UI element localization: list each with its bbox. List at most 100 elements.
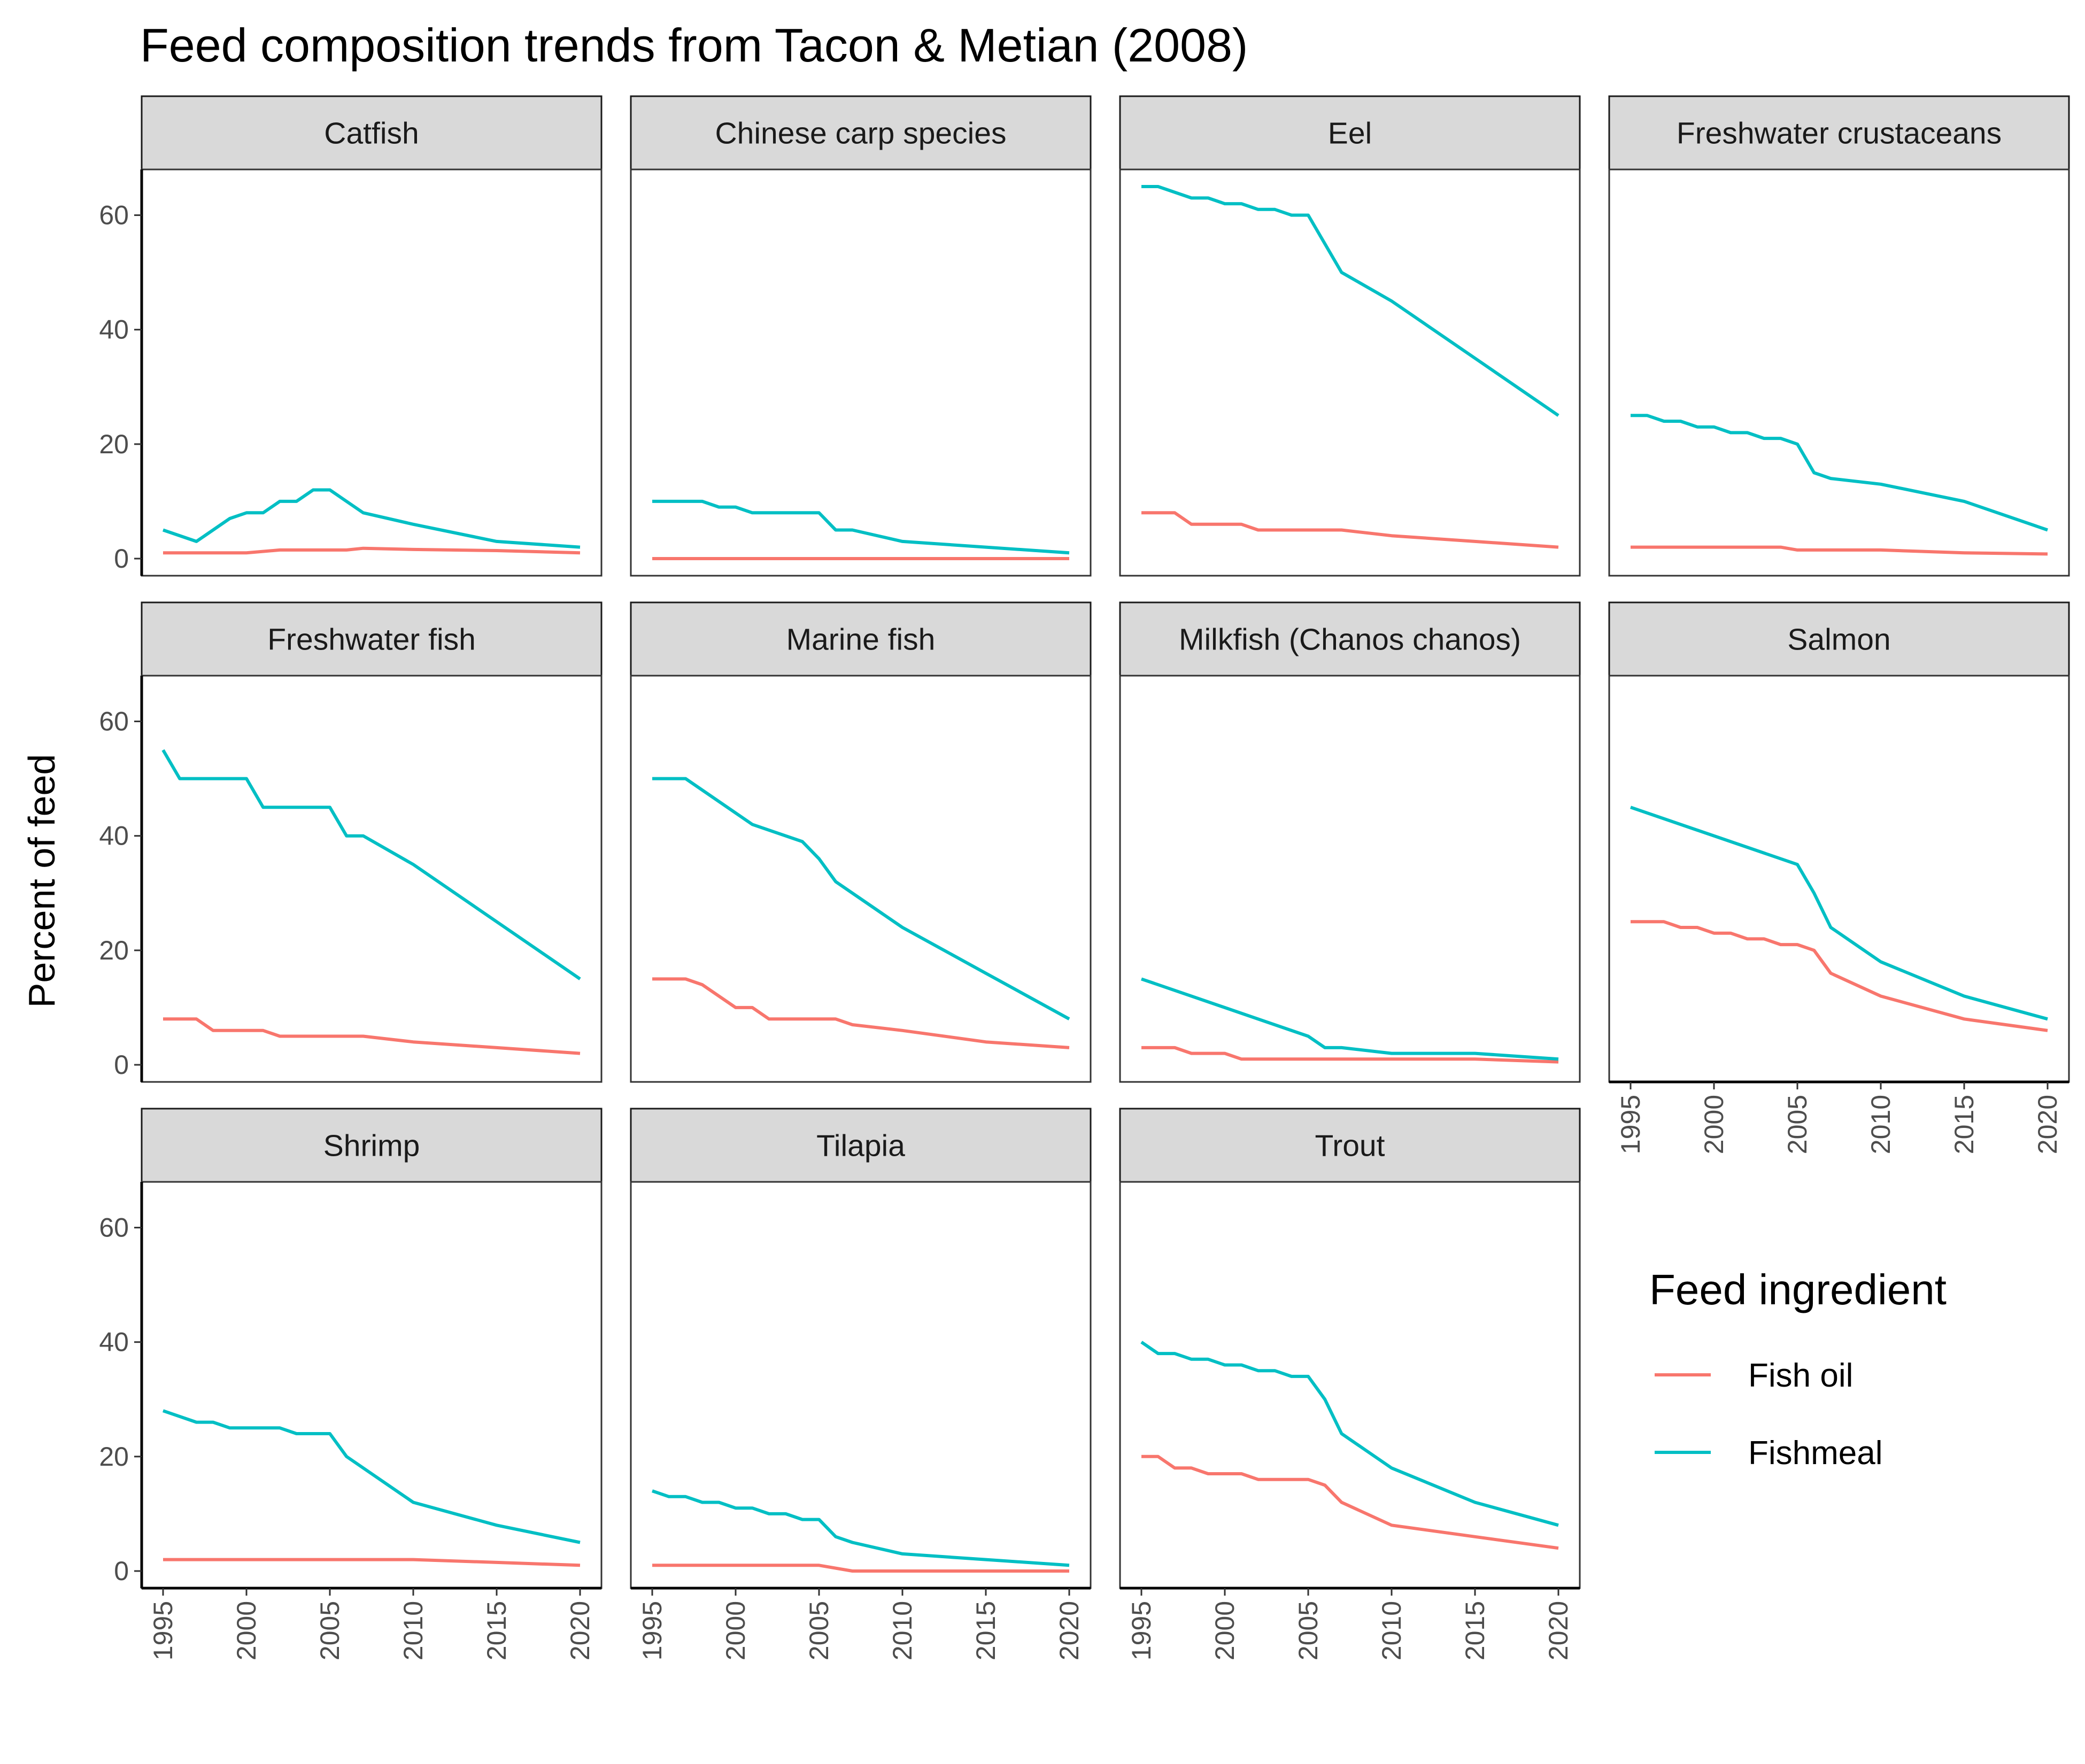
panel-freshwater-fish-y-tick-label: 40 xyxy=(99,821,129,851)
panel-trout-strip-label: Trout xyxy=(1315,1129,1385,1163)
panel-trout-frame xyxy=(1119,1181,1581,1589)
panel-trout: Trout 1995 2000 2005 2010 2015 2020 xyxy=(1119,1108,1581,1660)
panel-salmon-strip xyxy=(1608,601,2070,677)
panel-milkfish-chanos-chanos-line-fishmeal xyxy=(1141,977,1559,1061)
panel-freshwater-crustaceans: Freshwater crustaceans xyxy=(1608,95,2070,577)
panel-freshwater-fish: Freshwater fish 0 20 40 60 xyxy=(99,601,603,1083)
panel-freshwater-fish-strip-label: Freshwater fish xyxy=(267,623,476,657)
panel-freshwater-crustaceans-strip-label: Freshwater crustaceans xyxy=(1677,117,2002,151)
panel-chinese-carp-species-strip xyxy=(630,95,1092,171)
panel-freshwater-crustaceans-line-fishmeal xyxy=(1631,414,2048,532)
panel-shrimp-x-tick-label: 2000 xyxy=(231,1601,261,1660)
panel-catfish-strip-label: Catfish xyxy=(324,117,419,151)
panel-trout-x-tick-label: 1995 xyxy=(1126,1601,1156,1660)
panel-milkfish-chanos-chanos-strip-label: Milkfish (Chanos chanos) xyxy=(1179,623,1521,657)
panel-marine-fish: Marine fish xyxy=(630,601,1092,1083)
panel-chinese-carp-species-strip-label: Chinese carp species xyxy=(715,117,1007,151)
panel-tilapia-line-fishmeal xyxy=(652,1489,1070,1567)
panel-catfish-line-fish-oil xyxy=(163,546,581,555)
panel-tilapia-x-tick-label: 2000 xyxy=(721,1601,751,1660)
panel-eel-strip-label: Eel xyxy=(1328,117,1372,151)
y-axis-title: Percent of feed xyxy=(21,754,63,1008)
panel-catfish-y-tick-label: 60 xyxy=(99,200,129,230)
panel-salmon-x-tick-label: 2000 xyxy=(1699,1095,1729,1154)
panel-tilapia-x-tick-label: 2005 xyxy=(804,1601,834,1660)
panel-catfish: Catfish 0 20 40 60 xyxy=(99,95,603,577)
panel-marine-fish-strip-label: Marine fish xyxy=(786,623,936,657)
panel-milkfish-chanos-chanos-strip xyxy=(1119,601,1581,677)
panel-catfish-y-tick-label: 20 xyxy=(99,429,129,459)
panel-tilapia-x-tick-label: 2010 xyxy=(887,1601,917,1660)
panel-freshwater-crustaceans-frame xyxy=(1608,168,2070,577)
panel-freshwater-fish-line-fishmeal xyxy=(161,749,581,980)
panel-chinese-carp-species: Chinese carp species xyxy=(630,95,1092,577)
panel-shrimp-x-tick-label: 2020 xyxy=(565,1601,595,1660)
legend-label-fish-oil: Fish oil xyxy=(1748,1357,1853,1394)
legend-title: Feed ingredient xyxy=(1649,1266,1947,1313)
panel-shrimp-line-fish-oil xyxy=(163,1558,581,1567)
panel-shrimp-y-tick-label: 40 xyxy=(99,1327,129,1357)
panel-freshwater-crustaceans-line-fish-oil xyxy=(1631,545,2048,556)
panel-chinese-carp-species-line-fishmeal xyxy=(652,499,1070,555)
panel-trout-x-tick-label: 2000 xyxy=(1210,1601,1240,1660)
panel-freshwater-fish-y-tick-label: 20 xyxy=(99,935,129,965)
panel-marine-fish-frame xyxy=(630,675,1092,1083)
panel-shrimp-x-tick-label: 2010 xyxy=(398,1601,428,1660)
panel-catfish-frame xyxy=(141,168,603,577)
panel-freshwater-fish-frame xyxy=(141,675,603,1083)
panel-salmon-x-tick-label: 2015 xyxy=(1949,1095,1979,1154)
panel-salmon-frame xyxy=(1608,675,2070,1083)
panel-salmon-x-tick-label: 2005 xyxy=(1782,1095,1812,1154)
legend-label-fishmeal: Fishmeal xyxy=(1748,1435,1883,1472)
panel-marine-fish-strip xyxy=(630,601,1092,677)
panel-shrimp-line-fishmeal xyxy=(163,1409,581,1544)
panel-tilapia-strip-label: Tilapia xyxy=(816,1129,905,1163)
panel-milkfish-chanos-chanos-frame xyxy=(1119,675,1581,1083)
panel-milkfish-chanos-chanos: Milkfish (Chanos chanos) xyxy=(1119,601,1581,1083)
panel-eel: Eel xyxy=(1119,95,1581,577)
panel-marine-fish-line-fish-oil xyxy=(652,977,1070,1049)
panel-shrimp-y-tick-label: 20 xyxy=(99,1442,129,1472)
panel-tilapia-frame xyxy=(630,1181,1092,1589)
panel-catfish-y-tick-label: 40 xyxy=(99,315,129,345)
panel-shrimp-strip-label: Shrimp xyxy=(323,1129,420,1163)
panel-salmon-x-tick-label: 1995 xyxy=(1616,1095,1646,1154)
panel-trout-x-tick-label: 2005 xyxy=(1293,1601,1323,1660)
panel-shrimp-x-tick-label: 2015 xyxy=(482,1601,512,1660)
panel-milkfish-chanos-chanos-line-fish-oil xyxy=(1141,1046,1559,1064)
panel-freshwater-fish-strip xyxy=(141,601,603,677)
panel-tilapia-x-tick-label: 2020 xyxy=(1054,1601,1084,1660)
panel-freshwater-fish-line-fish-oil xyxy=(163,1017,581,1055)
panel-freshwater-fish-y-tick-label: 0 xyxy=(114,1050,129,1080)
panel-trout-strip xyxy=(1119,1108,1581,1183)
panel-shrimp-y-tick-label: 60 xyxy=(99,1213,129,1243)
legend: Feed ingredient Fish oil Fishmeal xyxy=(1649,1266,1947,1472)
panel-salmon-x-tick-label: 2010 xyxy=(1866,1095,1896,1154)
panel-salmon-line-fish-oil xyxy=(1631,920,2048,1032)
panel-tilapia-line-fish-oil xyxy=(652,1564,1069,1573)
panel-catfish-y-tick-label: 0 xyxy=(114,544,129,574)
panel-trout-line-fish-oil xyxy=(1141,1454,1559,1550)
panel-shrimp: Shrimp 0 20 40 60 1995 2000 2005 2010 2015 2020 xyxy=(99,1108,603,1660)
panel-marine-fish-line-fishmeal xyxy=(652,777,1070,1020)
panel-shrimp-frame xyxy=(141,1181,603,1589)
panel-eel-line-fish-oil xyxy=(1141,511,1559,549)
panel-trout-x-tick-label: 2020 xyxy=(1543,1601,1573,1660)
panel-salmon-x-tick-label: 2020 xyxy=(2033,1095,2063,1154)
panel-salmon: Salmon 1995 2000 2005 2010 2015 2020 xyxy=(1608,601,2070,1154)
panel-trout-x-tick-label: 2010 xyxy=(1377,1601,1407,1660)
panel-trout-x-tick-label: 2015 xyxy=(1460,1601,1490,1660)
panel-salmon-strip-label: Salmon xyxy=(1787,623,1890,657)
panel-salmon-line-fishmeal xyxy=(1630,806,2048,1021)
panel-tilapia-x-tick-label: 1995 xyxy=(637,1601,667,1660)
facet-panels: Catfish 0 20 40 60 Chinese carp species Eel Fre… xyxy=(99,95,2070,1660)
panel-chinese-carp-species-frame xyxy=(630,168,1092,577)
panel-tilapia-x-tick-label: 2015 xyxy=(971,1601,1001,1660)
panel-eel-line-fishmeal xyxy=(1141,185,1559,417)
panel-freshwater-fish-y-tick-label: 60 xyxy=(99,707,129,737)
panel-trout-line-fishmeal xyxy=(1140,1341,1559,1527)
panel-eel-frame xyxy=(1119,168,1581,577)
panel-shrimp-strip xyxy=(141,1108,603,1183)
panel-freshwater-crustaceans-strip xyxy=(1608,95,2070,171)
